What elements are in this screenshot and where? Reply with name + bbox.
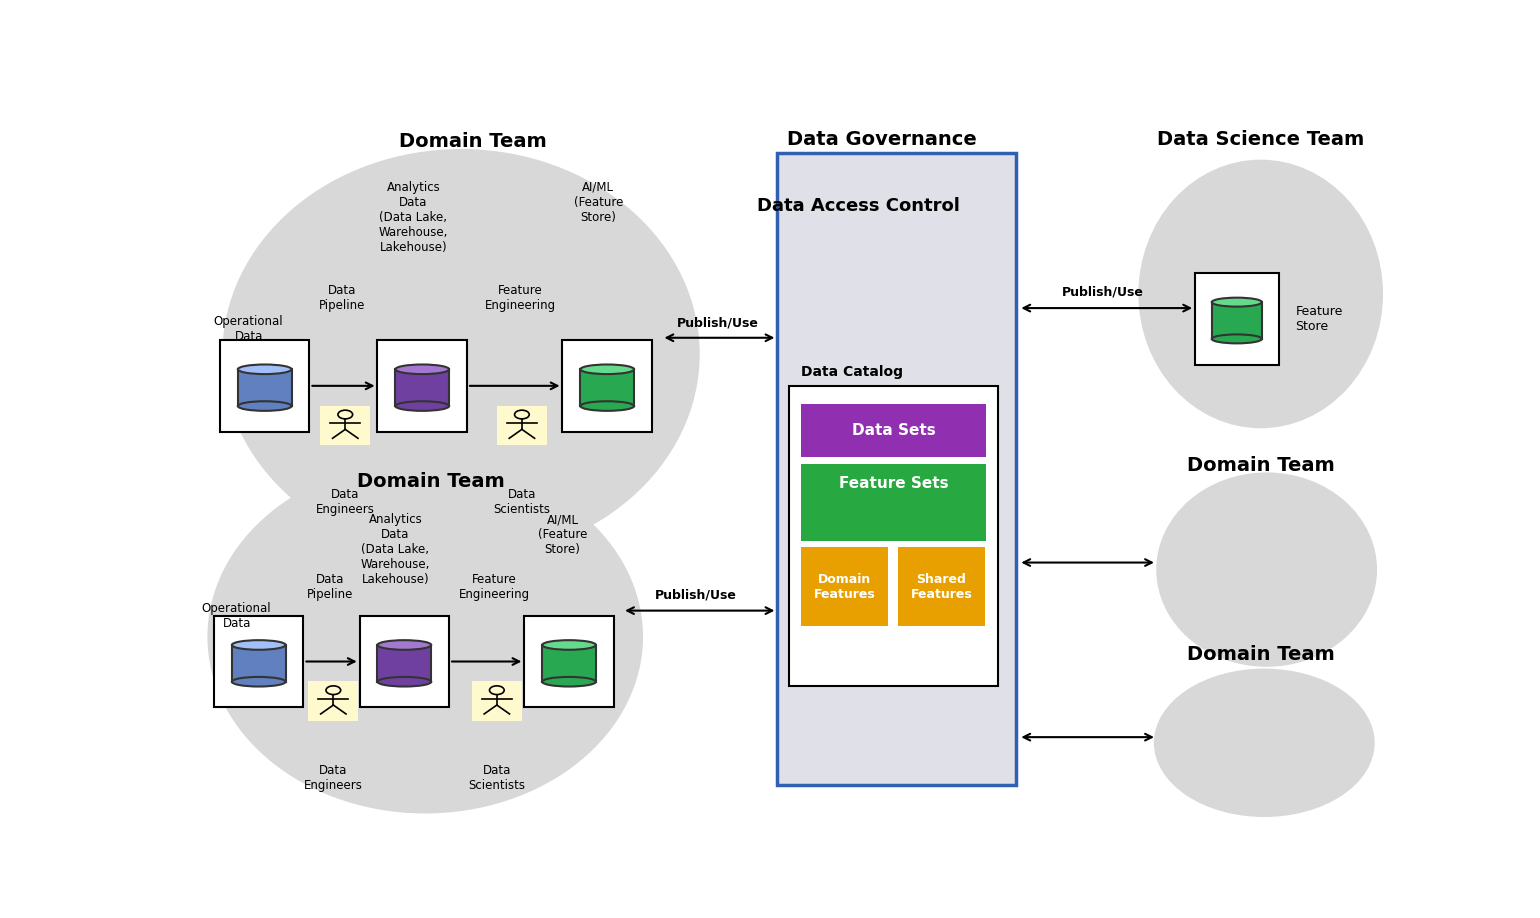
Bar — [542, 645, 596, 682]
Bar — [214, 616, 303, 708]
Text: Data
Scientists: Data Scientists — [493, 488, 550, 516]
Bar — [237, 369, 291, 406]
Ellipse shape — [396, 364, 450, 375]
Bar — [497, 406, 547, 445]
Text: Data
Engineers: Data Engineers — [303, 764, 363, 792]
Bar — [778, 152, 1016, 785]
Bar — [377, 340, 467, 431]
Bar — [801, 547, 889, 626]
Bar — [1212, 302, 1261, 339]
Bar — [396, 369, 450, 406]
Text: Publish/Use: Publish/Use — [654, 588, 738, 601]
Text: Feature Sets: Feature Sets — [839, 476, 949, 490]
Ellipse shape — [233, 640, 285, 650]
Bar — [801, 404, 986, 456]
Text: Feature
Store: Feature Store — [1295, 305, 1343, 332]
Text: Domain
Features: Domain Features — [813, 573, 876, 600]
Ellipse shape — [581, 364, 634, 375]
Bar — [233, 645, 285, 682]
Text: Domain Team: Domain Team — [1187, 455, 1335, 475]
Bar — [524, 616, 614, 708]
Ellipse shape — [1138, 160, 1383, 428]
Bar — [220, 340, 310, 431]
Ellipse shape — [1157, 473, 1377, 666]
Text: Data Access Control: Data Access Control — [758, 196, 959, 215]
Text: Domain Team: Domain Team — [357, 472, 505, 491]
Ellipse shape — [233, 677, 285, 687]
Text: AI/ML
(Feature
Store): AI/ML (Feature Store) — [537, 513, 587, 556]
Text: Operational
Data: Operational Data — [202, 601, 271, 630]
Bar — [1195, 273, 1278, 364]
Text: Domain Team: Domain Team — [399, 132, 547, 151]
Ellipse shape — [237, 364, 291, 375]
Text: Data Sets: Data Sets — [852, 422, 936, 438]
Text: Data Science Team: Data Science Team — [1157, 130, 1364, 150]
Ellipse shape — [1212, 334, 1261, 343]
Text: Shared
Features: Shared Features — [910, 573, 972, 600]
Text: Data Governance: Data Governance — [787, 130, 978, 150]
Ellipse shape — [237, 401, 291, 411]
Text: Publish/Use: Publish/Use — [676, 317, 759, 330]
Bar — [471, 681, 522, 721]
Bar — [320, 406, 370, 445]
Bar — [562, 340, 651, 431]
Text: Feature
Engineering: Feature Engineering — [485, 284, 556, 311]
Text: Data
Engineers: Data Engineers — [316, 488, 374, 516]
Bar — [308, 681, 359, 721]
Ellipse shape — [1153, 668, 1375, 817]
Text: Data
Pipeline: Data Pipeline — [306, 574, 353, 601]
Ellipse shape — [222, 149, 699, 559]
Bar — [898, 547, 986, 626]
Text: Domain Team: Domain Team — [1187, 645, 1335, 664]
Bar — [377, 645, 431, 682]
Bar — [581, 369, 634, 406]
Text: AI/ML
(Feature
Store): AI/ML (Feature Store) — [573, 181, 624, 224]
Bar — [788, 386, 998, 687]
Text: Analytics
Data
(Data Lake,
Warehouse,
Lakehouse): Analytics Data (Data Lake, Warehouse, La… — [360, 513, 430, 586]
Ellipse shape — [396, 401, 450, 411]
Text: Data
Pipeline: Data Pipeline — [319, 284, 365, 311]
Ellipse shape — [1212, 297, 1261, 307]
Ellipse shape — [377, 677, 431, 687]
Text: Feature
Engineering: Feature Engineering — [459, 574, 530, 601]
Bar — [360, 616, 450, 708]
Text: Operational
Data: Operational Data — [214, 315, 283, 343]
Text: Analytics
Data
(Data Lake,
Warehouse,
Lakehouse): Analytics Data (Data Lake, Warehouse, La… — [379, 181, 448, 254]
Text: Data
Scientists: Data Scientists — [468, 764, 525, 792]
Text: Data Catalog: Data Catalog — [801, 364, 902, 379]
Ellipse shape — [377, 640, 431, 650]
Text: Publish/Use: Publish/Use — [1063, 285, 1144, 299]
Ellipse shape — [208, 460, 644, 813]
Bar — [801, 464, 986, 542]
Ellipse shape — [542, 640, 596, 650]
Ellipse shape — [581, 401, 634, 411]
Ellipse shape — [542, 677, 596, 687]
